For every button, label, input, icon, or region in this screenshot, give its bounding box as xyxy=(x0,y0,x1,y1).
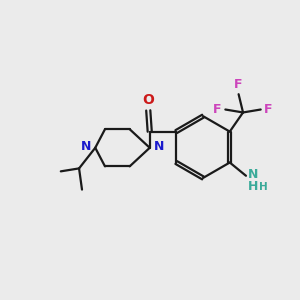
Text: F: F xyxy=(213,103,222,116)
Text: F: F xyxy=(234,78,243,91)
Text: H: H xyxy=(248,181,259,194)
Text: N: N xyxy=(81,140,92,153)
Text: O: O xyxy=(142,93,154,106)
Text: N: N xyxy=(248,168,259,181)
Text: H: H xyxy=(259,182,267,192)
Text: F: F xyxy=(264,103,273,116)
Text: N: N xyxy=(154,140,164,153)
